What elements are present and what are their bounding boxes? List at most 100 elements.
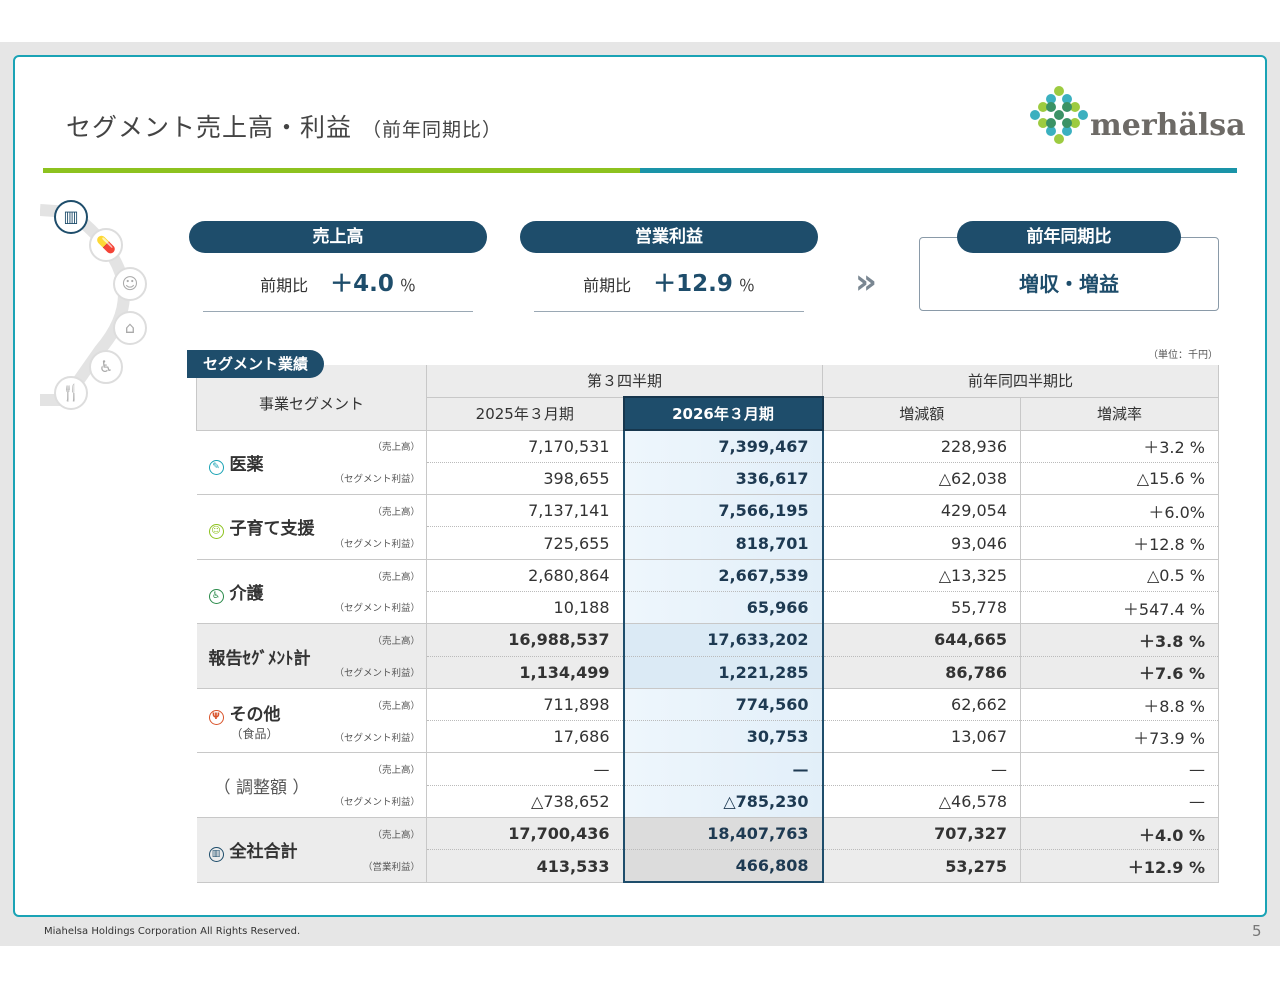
- cell-value: ＋12.9 %: [1020, 849, 1219, 883]
- cell-value: 65,966: [622, 591, 824, 625]
- title-sub: （前年同期比）: [362, 119, 503, 141]
- row-type: （売上高）: [314, 430, 427, 463]
- summary-value: 増収・増益: [1019, 272, 1119, 296]
- table-row: （セグメント利益） 10,188 65,966 55,778 ＋547.4 %: [197, 591, 1219, 625]
- row-type: （セグメント利益）: [314, 462, 427, 496]
- row-type: （セグメント利益）: [314, 785, 427, 819]
- kpi-profit: 前期比 ＋12.9 ％: [534, 266, 804, 312]
- table-row: （セグメント利益） 725,655 818,701 93,046 ＋12.8 %: [197, 526, 1219, 560]
- segment-label: 全社合計: [229, 842, 298, 863]
- table-row: （セグメント利益） 398,655 336,617 △62,038 △15.6 %: [197, 462, 1219, 496]
- cell-value: △62,038: [822, 462, 1021, 496]
- cell-value: 413,533: [426, 849, 624, 883]
- cell-value: 1,221,285: [622, 656, 824, 689]
- cell-value: —: [822, 752, 1021, 786]
- table-row: 報告ｾｸﾞﾒﾝﾄ計 （売上高） 16,988,537 17,633,202 644,66…: [196, 623, 1219, 689]
- cell-value: 466,808: [622, 849, 824, 884]
- wheelchair-icon: ♿: [89, 350, 123, 384]
- table-row: （セグメント利益） △738,652 △785,230 △46,578—: [197, 785, 1219, 819]
- segment-label: 子育て支援: [229, 519, 315, 540]
- summary-label: 前年同期比: [957, 221, 1181, 253]
- kpi-unit: ％: [738, 276, 755, 295]
- table-row: （営業利益） 413,533 466,808 53,275 ＋12.9 %: [197, 849, 1219, 884]
- cell-value: 7,566,195: [622, 494, 824, 528]
- title-main: セグメント売上高・利益: [66, 113, 353, 142]
- cell-value: 707,327: [822, 817, 1021, 851]
- table-row: （セグメント利益） 1,134,499 1,221,285 86,786 ＋7.6 %: [197, 656, 1219, 689]
- row-type: （売上高）: [314, 494, 427, 527]
- fork-knife-icon: 🍴: [54, 376, 88, 410]
- segment-name: ☺ 子育て支援: [196, 494, 315, 560]
- row-type: （営業利益）: [314, 849, 427, 883]
- header-q3: 第３四半期: [426, 365, 823, 398]
- cell-value: 644,665: [822, 623, 1021, 657]
- row-type: （売上高）: [314, 559, 427, 592]
- cell-value: 2,680,864: [426, 559, 624, 592]
- cell-value: 62,662: [822, 688, 1021, 722]
- segment-label: （ 調整額 ）: [213, 777, 310, 798]
- cell-value: —: [426, 752, 624, 786]
- table-row: ▥ 全社合計 （売上高） 17,700,436 18,407,763 707,327 ＋4.…: [196, 817, 1219, 883]
- kpi-sales: 前期比 ＋4.0 ％: [203, 266, 473, 312]
- segment-table: 事業セグメント 第３四半期 前年同四半期比 2025年３月期 2026年３月期 …: [196, 365, 1219, 884]
- cell-value: —: [1020, 752, 1219, 786]
- header-yoy: 前年同四半期比: [822, 365, 1219, 398]
- cell-value: 30,753: [622, 720, 824, 754]
- cell-value: —: [1020, 785, 1219, 819]
- title-rule-teal: [640, 168, 1237, 173]
- table-row: ♿ 介護 （売上高） 2,680,864 2,667,539 △13,325 △0.5 %: [196, 559, 1219, 625]
- cell-value: 17,686: [426, 720, 624, 754]
- cell-value: △46,578: [822, 785, 1021, 819]
- segment-label: 報告ｾｸﾞﾒﾝﾄ計: [208, 648, 311, 669]
- segment-label: その他: [229, 704, 281, 725]
- cell-value: 17,700,436: [426, 817, 624, 851]
- segment-name: ▥ 全社合計: [196, 817, 315, 883]
- cell-value: △13,325: [822, 559, 1021, 592]
- segment-sub: （食品）: [230, 726, 279, 741]
- child-icon: ☺: [113, 267, 147, 301]
- fork-knife-icon: Ψ: [208, 709, 224, 725]
- cell-value: 18,407,763: [622, 817, 824, 851]
- cell-value: ＋12.8 %: [1020, 526, 1219, 560]
- row-type: （セグメント利益）: [314, 720, 427, 754]
- table-row: （ 調整額 ）（売上高） — — — —: [196, 752, 1219, 819]
- cell-value: 10,188: [426, 591, 624, 625]
- kpi-value: ＋12.9: [653, 271, 733, 297]
- logo-text: merhälsa: [1090, 108, 1246, 143]
- cell-value: ＋6.0%: [1020, 494, 1219, 528]
- cell-value: 774,560: [622, 688, 824, 722]
- kpi-prefix: 前期比: [260, 276, 309, 295]
- cell-value: 86,786: [822, 656, 1021, 689]
- cell-value: ＋3.2 %: [1020, 430, 1219, 463]
- cell-value: —: [622, 752, 824, 786]
- cell-value: 16,988,537: [426, 623, 624, 657]
- cell-value: ＋7.6 %: [1020, 656, 1219, 689]
- cell-value: 398,655: [426, 462, 624, 496]
- header-change-rate: 増減率: [1020, 397, 1219, 431]
- segment-name: （ 調整額 ）: [196, 752, 315, 819]
- row-type: （セグメント利益）: [314, 526, 427, 560]
- row-type: （セグメント利益）: [314, 591, 427, 625]
- cell-value: △0.5 %: [1020, 559, 1219, 592]
- cell-value: 429,054: [822, 494, 1021, 528]
- kpi-prefix: 前期比: [583, 276, 632, 295]
- cell-value: ＋8.8 %: [1020, 688, 1219, 722]
- wheelchair-icon: ♿: [208, 588, 224, 604]
- cell-value: ＋3.8 %: [1020, 623, 1219, 657]
- cell-value: 7,399,467: [622, 430, 824, 463]
- cell-value: 711,898: [426, 688, 624, 722]
- row-type: （売上高）: [314, 623, 427, 657]
- row-type: （売上高）: [314, 752, 427, 786]
- cell-value: 818,701: [622, 526, 824, 560]
- table-row: ✎ 医薬 （売上高） 7,170,531 7,399,467 228,936 ＋3.2 %: [196, 430, 1219, 496]
- row-type: （売上高）: [314, 688, 427, 721]
- kpi-unit: ％: [399, 276, 416, 295]
- cell-value: ＋73.9 %: [1020, 720, 1219, 754]
- building-icon: ▥: [208, 847, 224, 863]
- segment-name: 報告ｾｸﾞﾒﾝﾄ計: [196, 623, 315, 689]
- segment-label: 医薬: [229, 454, 264, 475]
- house-icon: ⌂: [113, 311, 147, 345]
- page-title: セグメント売上高・利益 （前年同期比）: [66, 108, 502, 144]
- pill-icon: ✎: [208, 459, 224, 475]
- table-row: （セグメント利益） 17,686 30,753 13,067 ＋73.9 %: [197, 720, 1219, 754]
